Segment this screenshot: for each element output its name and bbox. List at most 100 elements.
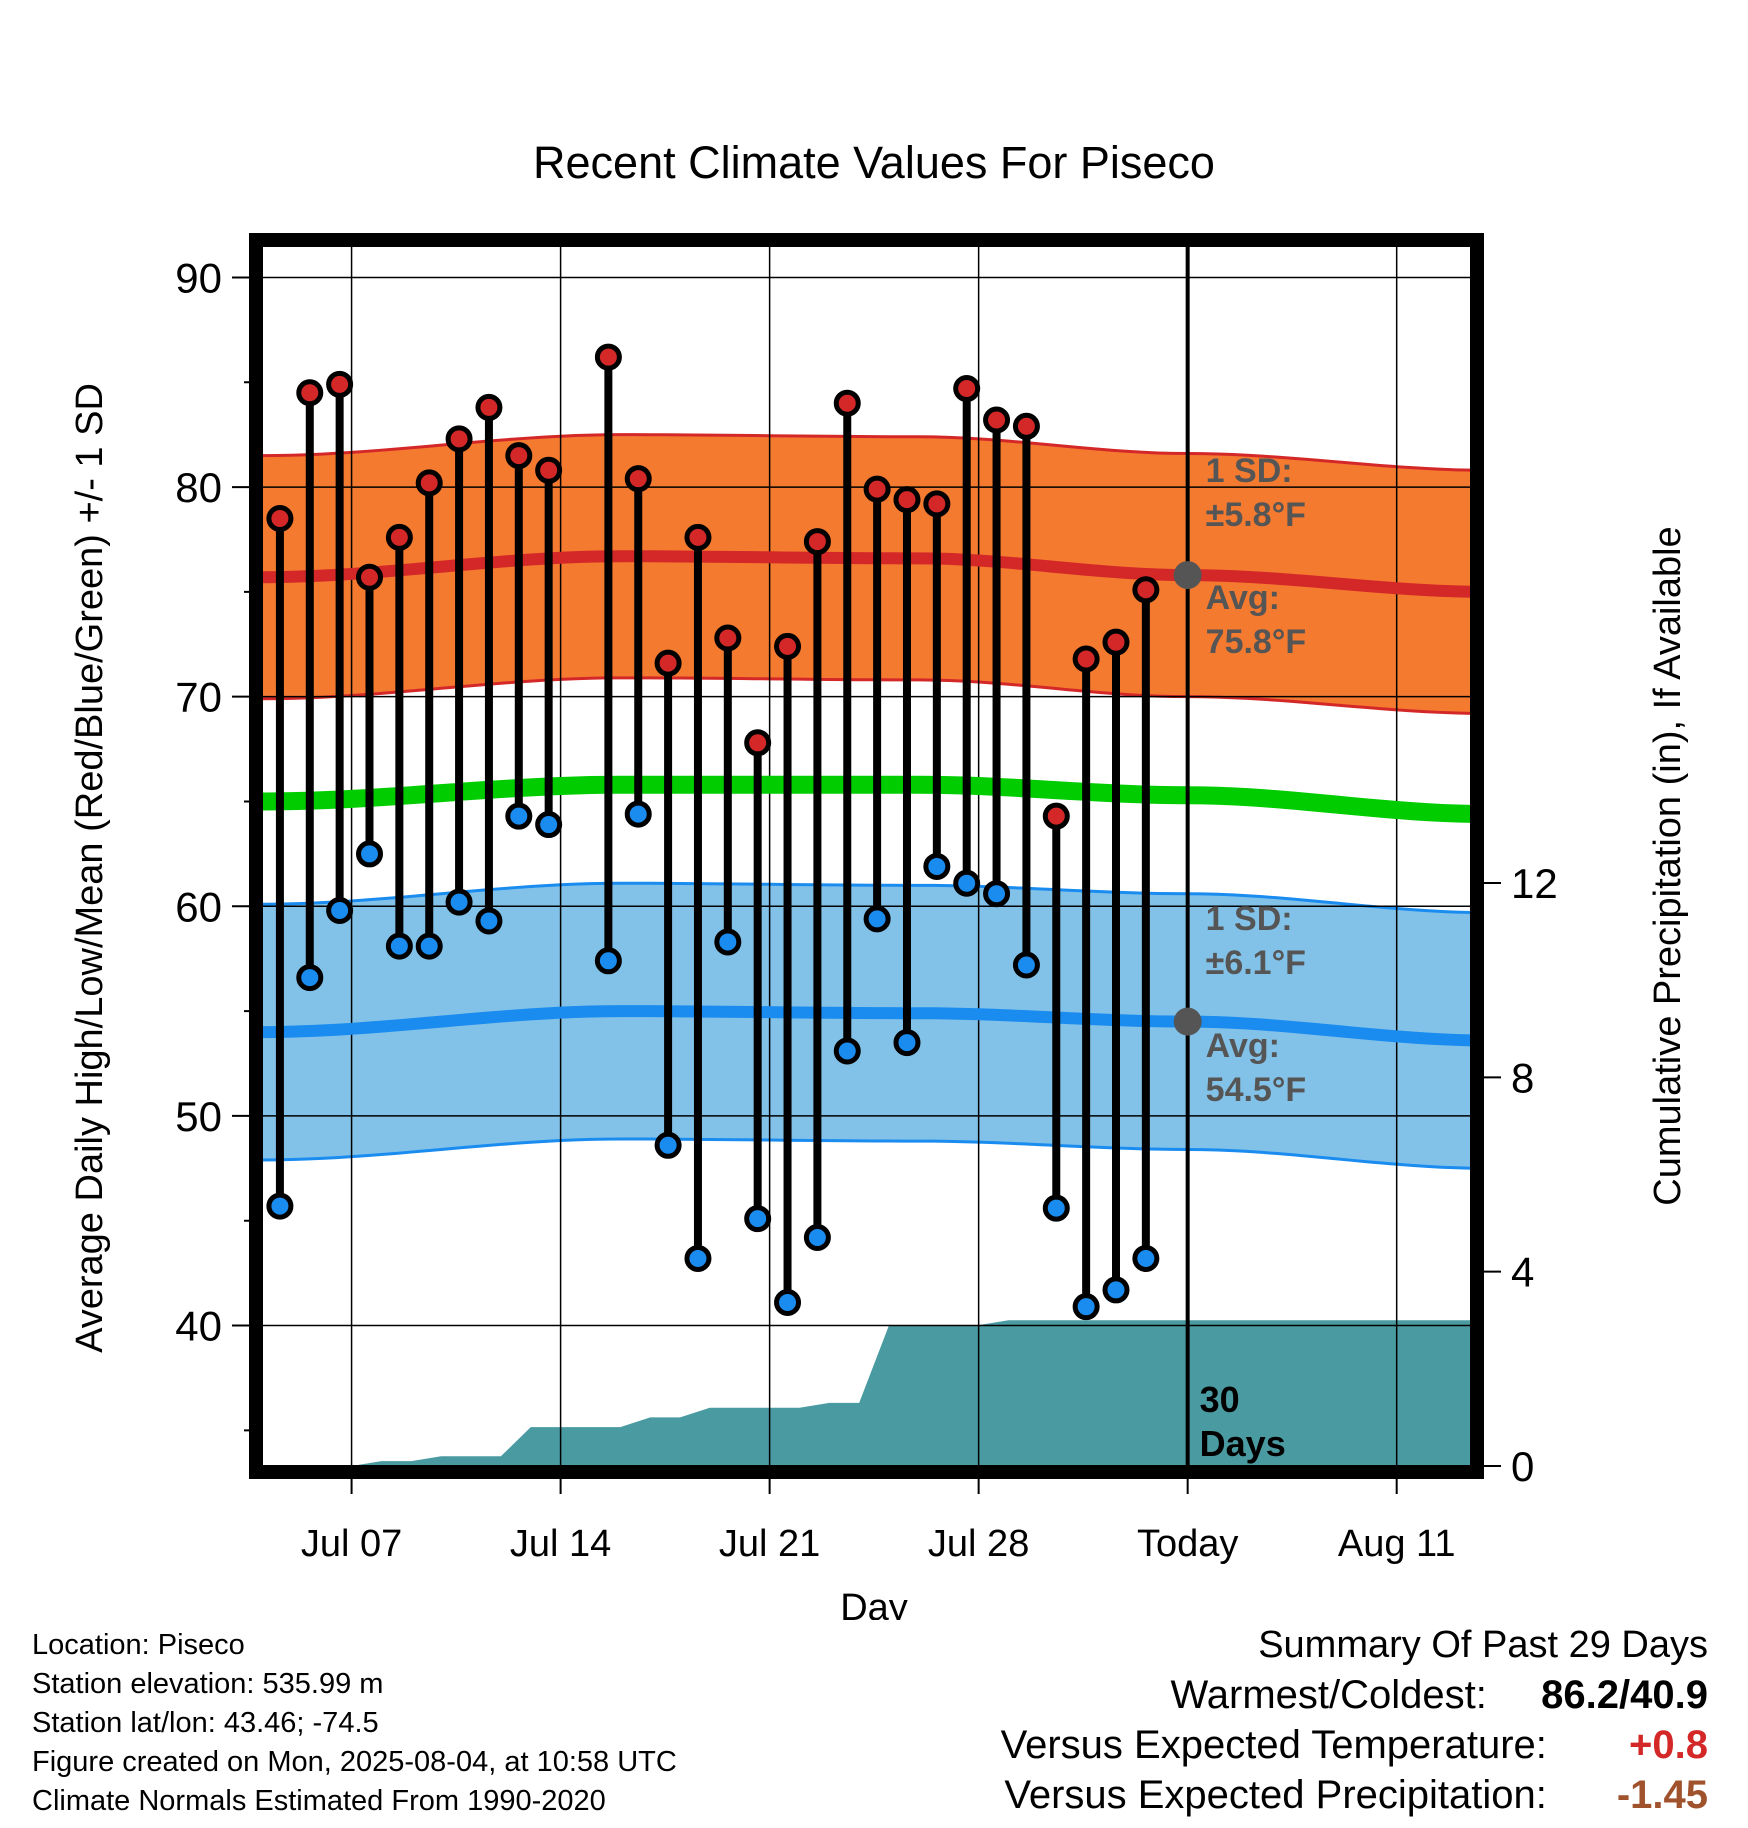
summary-temp-row: Versus Expected Temperature: +0.8 [1001, 1720, 1708, 1770]
daily-low-point [1132, 1244, 1160, 1272]
normals-text: Climate Normals Estimated From 1990-2020 [32, 1785, 606, 1817]
low-sd-lower-edge [262, 1137, 1471, 1170]
y-axis-label: Average Daily High/Low/Mean (Red/Blue/Gr… [69, 383, 111, 1353]
daily-high-point [266, 505, 294, 533]
daily-high-point [1012, 412, 1040, 440]
y-tick-label: 70 [175, 674, 222, 721]
daily-low-point [923, 852, 951, 880]
daily-high-point [833, 389, 861, 417]
daily-low-point [624, 800, 652, 828]
daily-high-point [1072, 645, 1100, 673]
daily-high-point [1132, 576, 1160, 604]
daily-low-point [1012, 951, 1040, 979]
y2-tick-label: 12 [1511, 860, 1558, 907]
daily-high-point [355, 563, 383, 591]
low-avg-value: 54.5°F [1206, 1071, 1307, 1109]
plot-inner: 1 SD: ±5.8°F Avg: 75.8°F 1 SD: ±6.1°F Avg: 54.5… [262, 246, 1471, 1466]
daily-high-point [953, 375, 981, 403]
latlon-text: Station lat/lon: 43.46; -74.5 [32, 1707, 379, 1739]
station-info: Location: Piseco Station elevation: 535.… [32, 1626, 677, 1821]
y2-tick-label: 8 [1511, 1054, 1534, 1101]
y-tick-label: 40 [175, 1303, 222, 1350]
low-sd-label: 1 SD: [1206, 900, 1293, 938]
location-text: Location: Piseco [32, 1629, 245, 1661]
daily-low-point [714, 928, 742, 956]
low-sd-band [262, 883, 1471, 1169]
daily-low-point [684, 1244, 712, 1272]
chart-title: Recent Climate Values For Piseco [533, 137, 1215, 188]
daily-high-point [774, 632, 802, 660]
daily-low-point [1042, 1194, 1070, 1222]
daily-high-point [296, 379, 324, 407]
daily-high-point [594, 343, 622, 371]
daily-high-point [1102, 628, 1130, 656]
high-sd-value: ±5.8°F [1206, 496, 1306, 534]
daily-high-point [624, 465, 652, 493]
daily-high-point [505, 442, 533, 470]
daily-low-point [445, 888, 473, 916]
low-sd-value: ±6.1°F [1206, 944, 1306, 982]
daily-high-point [923, 490, 951, 518]
daily-low-point [744, 1205, 772, 1233]
today-low-avg-marker [1173, 1007, 1202, 1036]
daily-low-point [355, 840, 383, 868]
y-tick-label: 60 [175, 883, 222, 930]
daily-high-point [475, 393, 503, 421]
x-tick-label: Jul 07 [301, 1523, 402, 1565]
window-days-label: Days [1200, 1423, 1286, 1464]
summary-warmest-row: Warmest/Coldest: 86.2/40.9 [1001, 1670, 1709, 1720]
daily-high-point [684, 523, 712, 551]
daily-low-point [1072, 1293, 1100, 1321]
daily-low-point [594, 947, 622, 975]
precip-label: Versus Expected Precipitation: [1004, 1773, 1547, 1817]
daily-low-point [803, 1224, 831, 1252]
daily-low-point [1102, 1276, 1130, 1304]
daily-low-point [326, 897, 354, 925]
high-avg-value: 75.8°F [1206, 623, 1307, 661]
normal-low-line [262, 1005, 1471, 1047]
daily-low-point [266, 1192, 294, 1220]
daily-low-point [415, 932, 443, 960]
temp-label: Versus Expected Temperature: [1000, 1723, 1547, 1767]
x-tick-label: Today [1137, 1523, 1238, 1565]
daily-low-point [475, 907, 503, 935]
daily-low-point [833, 1037, 861, 1065]
summary-title: Summary Of Past 29 Days [1258, 1624, 1708, 1666]
y2-tick-label: 0 [1511, 1443, 1534, 1490]
daily-low-point [505, 802, 533, 830]
daily-high-point [863, 475, 891, 503]
daily-low-point [535, 811, 563, 839]
summary-panel: Summary Of Past 29 Days Warmest/Coldest:… [1001, 1620, 1708, 1820]
plot-frame [249, 233, 1484, 1479]
daily-high-point [803, 528, 831, 556]
x-tick-label: Aug 11 [1338, 1523, 1456, 1565]
y2-tick-label: 4 [1511, 1249, 1534, 1296]
daily-high-point [326, 370, 354, 398]
y-tick-label: 80 [175, 464, 222, 511]
window-days-number: 30 [1200, 1379, 1240, 1420]
precip-value: -1.45 [1616, 1773, 1708, 1817]
x-tick-label: Jul 21 [719, 1523, 820, 1565]
daily-low-point [893, 1029, 921, 1057]
daily-high-point [415, 469, 443, 497]
climate-chart: Recent Climate Values For Piseco 1 SD: ±5… [69, 137, 1689, 1620]
daily-low-point [953, 869, 981, 897]
daily-high-point [983, 406, 1011, 434]
daily-low-point [385, 932, 413, 960]
daily-low-point [863, 905, 891, 933]
daily-low-point [774, 1288, 802, 1316]
x-tick-label: Jul 14 [510, 1523, 611, 1565]
today-high-avg-marker [1173, 561, 1202, 590]
daily-high-point [744, 729, 772, 757]
daily-low-point [654, 1131, 682, 1159]
warmest-label: Warmest/Coldest: [1170, 1673, 1487, 1717]
elevation-text: Station elevation: 535.99 m [32, 1668, 384, 1700]
daily-high-point [714, 624, 742, 652]
y-tick-label: 90 [175, 254, 222, 301]
high-avg-label: Avg: [1206, 579, 1280, 617]
daily-high-point [893, 486, 921, 514]
summary-precip-row: Versus Expected Precipitation: -1.45 [1001, 1770, 1708, 1820]
warmest-value: 86.2/40.9 [1541, 1673, 1708, 1717]
plot-area: 1 SD: ±5.8°F Avg: 75.8°F 1 SD: ±6.1°F Avg: 54.5… [175, 233, 1558, 1565]
created-text: Figure created on Mon, 2025-08-04, at 10… [32, 1746, 677, 1778]
